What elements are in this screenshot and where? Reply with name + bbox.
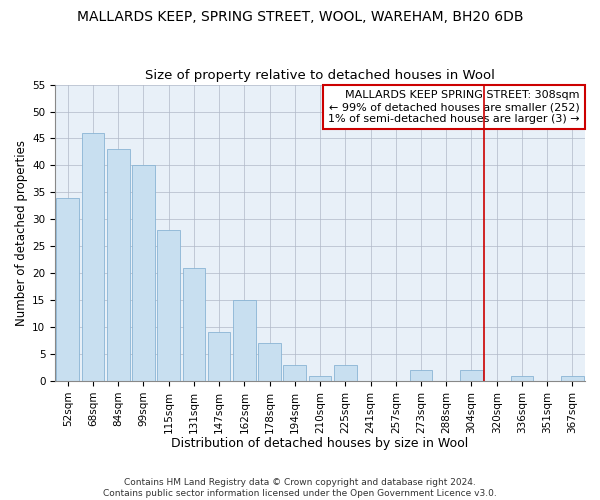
- Bar: [511, 376, 533, 381]
- Bar: [561, 376, 584, 381]
- Bar: [107, 149, 130, 381]
- Bar: [132, 166, 155, 381]
- Bar: [182, 268, 205, 381]
- Bar: [258, 344, 281, 381]
- Bar: [208, 332, 230, 381]
- Text: MALLARDS KEEP, SPRING STREET, WOOL, WAREHAM, BH20 6DB: MALLARDS KEEP, SPRING STREET, WOOL, WARE…: [77, 10, 523, 24]
- Bar: [410, 370, 433, 381]
- Bar: [233, 300, 256, 381]
- Bar: [309, 376, 331, 381]
- Bar: [157, 230, 180, 381]
- Bar: [334, 365, 356, 381]
- Text: Contains HM Land Registry data © Crown copyright and database right 2024.
Contai: Contains HM Land Registry data © Crown c…: [103, 478, 497, 498]
- Bar: [82, 133, 104, 381]
- X-axis label: Distribution of detached houses by size in Wool: Distribution of detached houses by size …: [172, 437, 469, 450]
- Bar: [460, 370, 483, 381]
- Text: MALLARDS KEEP SPRING STREET: 308sqm
← 99% of detached houses are smaller (252)
1: MALLARDS KEEP SPRING STREET: 308sqm ← 99…: [328, 90, 580, 124]
- Y-axis label: Number of detached properties: Number of detached properties: [15, 140, 28, 326]
- Bar: [56, 198, 79, 381]
- Title: Size of property relative to detached houses in Wool: Size of property relative to detached ho…: [145, 69, 495, 82]
- Bar: [283, 365, 306, 381]
